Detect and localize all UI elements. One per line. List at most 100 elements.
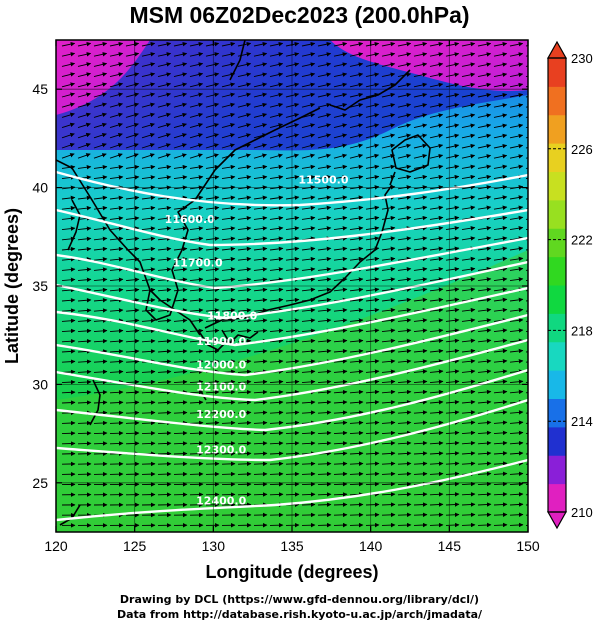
- wind-arrow: [253, 195, 268, 200]
- wind-arrow: [301, 52, 316, 57]
- wind-arrow: [413, 318, 428, 323]
- wind-arrow: [173, 102, 187, 108]
- wind-arrow: [205, 216, 220, 221]
- wind-arrow: [461, 174, 476, 180]
- wind-arrow: [333, 267, 348, 272]
- wind-arrow: [301, 92, 316, 98]
- wind-arrow: [477, 123, 492, 129]
- wind-arrow: [93, 102, 107, 108]
- wind-arrow: [61, 359, 76, 364]
- wind-arrow: [205, 461, 220, 467]
- wind-arrow: [333, 338, 348, 344]
- wind-arrow: [509, 256, 524, 262]
- wind-arrow: [93, 164, 108, 170]
- wind-arrow: [93, 122, 107, 129]
- wind-arrow: [285, 461, 300, 467]
- wind-arrow: [381, 62, 396, 67]
- wind-arrow: [109, 122, 123, 129]
- wind-arrow: [77, 82, 92, 88]
- wind-arrow: [493, 174, 508, 180]
- wind-arrow: [77, 338, 92, 344]
- wind-arrow: [237, 328, 252, 334]
- wind-arrow: [317, 307, 332, 313]
- wind-arrow: [381, 226, 396, 231]
- wind-arrow: [141, 41, 156, 47]
- wind-arrow: [93, 277, 108, 282]
- wind-arrow: [493, 113, 508, 118]
- wind-arrow: [461, 103, 476, 108]
- wind-arrow: [365, 153, 380, 159]
- wind-arrow: [157, 267, 172, 272]
- wind-arrow: [493, 133, 508, 139]
- wind-arrow: [221, 123, 235, 129]
- wind-arrow: [125, 92, 140, 98]
- wind-arrow: [173, 205, 188, 211]
- wind-arrow: [237, 164, 252, 170]
- wind-arrow: [205, 62, 220, 67]
- wind-arrow: [445, 133, 460, 139]
- wind-arrow: [349, 174, 364, 180]
- wind-arrow: [381, 133, 396, 139]
- wind-arrow: [317, 174, 332, 180]
- wind-arrow: [429, 297, 444, 303]
- wind-arrow: [493, 277, 508, 282]
- wind-arrow: [237, 143, 251, 149]
- colorbar-tick-label: 222: [571, 233, 593, 248]
- y-axis-label: Latitude (degrees): [2, 208, 22, 364]
- wind-arrow: [189, 92, 204, 98]
- wind-arrow: [125, 122, 139, 129]
- wind-arrow: [509, 318, 524, 323]
- wind-arrow: [317, 205, 332, 211]
- wind-arrow: [173, 246, 188, 252]
- wind-arrow: [237, 389, 252, 395]
- wind-arrow: [317, 348, 332, 354]
- wind-arrow: [381, 277, 396, 282]
- wind-arrow: [141, 205, 156, 211]
- wind-arrow: [477, 338, 492, 344]
- wind-arrow: [77, 195, 92, 201]
- contour-label: 12100.0: [196, 380, 246, 393]
- wind-arrow: [253, 153, 267, 159]
- wind-arrow: [237, 62, 252, 67]
- colorbar: 210 214 218 222 226 230: [546, 40, 593, 530]
- wind-arrow: [269, 267, 284, 272]
- wind-arrow: [445, 287, 460, 292]
- wind-arrow: [381, 359, 396, 364]
- wind-arrow: [61, 287, 76, 293]
- wind-arrow: [333, 92, 348, 98]
- wind-arrow: [381, 338, 396, 344]
- wind-arrow: [429, 133, 444, 139]
- wind-arrow: [189, 267, 204, 272]
- wind-arrow: [221, 133, 235, 139]
- wind-arrow: [365, 164, 380, 170]
- wind-arrow: [317, 72, 332, 78]
- wind-arrow: [349, 307, 364, 313]
- wind-arrow: [157, 287, 172, 293]
- wind-arrow: [301, 41, 316, 47]
- wind-arrow: [141, 112, 155, 118]
- wind-arrow: [381, 267, 396, 272]
- wind-arrow: [173, 82, 188, 88]
- wind-arrow: [477, 318, 492, 323]
- wind-arrow: [253, 112, 268, 118]
- wind-arrow: [333, 502, 348, 507]
- wind-arrow: [189, 349, 204, 354]
- wind-arrow: [157, 72, 172, 78]
- wind-arrow: [173, 175, 188, 180]
- wind-arrow: [429, 369, 444, 374]
- wind-arrow: [77, 328, 92, 334]
- wind-arrow: [77, 359, 92, 364]
- wind-arrow: [77, 420, 92, 426]
- wind-arrow: [237, 267, 252, 272]
- wind-arrow: [445, 512, 460, 518]
- wind-arrow: [205, 308, 220, 313]
- wind-arrow: [461, 369, 476, 374]
- wind-arrow: [237, 318, 252, 323]
- wind-arrow: [509, 72, 524, 78]
- wind-arrow: [381, 236, 396, 241]
- wind-arrow: [493, 379, 508, 384]
- wind-arrow: [221, 215, 236, 221]
- wind-arrow: [429, 359, 444, 364]
- wind-arrow: [237, 226, 252, 231]
- wind-arrow: [301, 143, 315, 149]
